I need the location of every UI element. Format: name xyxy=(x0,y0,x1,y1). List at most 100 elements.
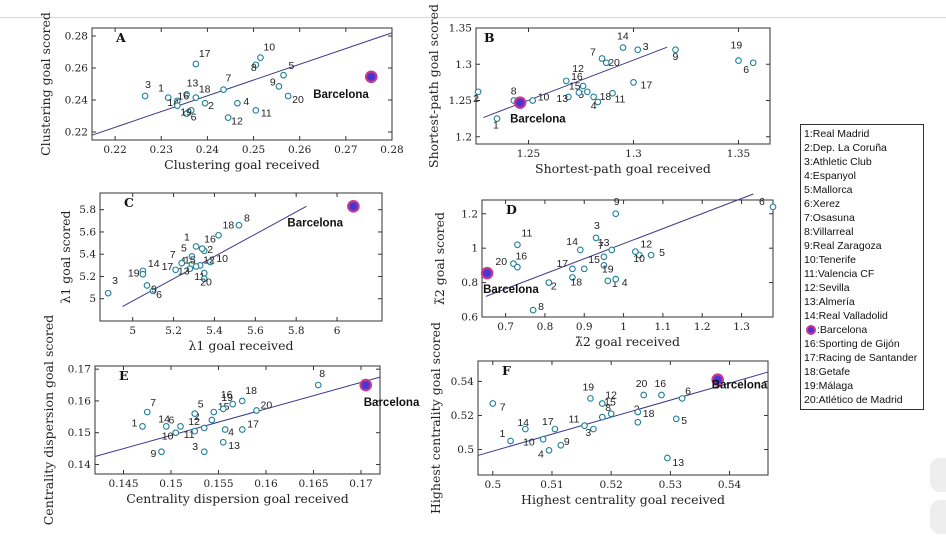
point-label: 19 xyxy=(128,267,140,279)
team-point xyxy=(210,408,218,416)
point-label: 10 xyxy=(633,253,645,265)
point-label: 5 xyxy=(659,247,665,259)
barcelona-label: Barcelona xyxy=(287,217,343,229)
point-label: 1 xyxy=(158,83,164,95)
team-point xyxy=(178,259,186,267)
team-point xyxy=(192,243,200,250)
point-label: 19 xyxy=(731,40,743,52)
x-tick-label: 0.7 xyxy=(497,321,514,333)
team-point xyxy=(583,88,591,96)
team-point xyxy=(275,83,283,90)
point-label: 13 xyxy=(556,93,568,105)
team-legend: 1:Real Madrid 2:Dep. La Coruña 3:Athletic … xyxy=(800,124,924,410)
team-point xyxy=(200,424,208,432)
x-tick-label: 0.155 xyxy=(203,478,233,490)
team-point xyxy=(238,426,246,433)
x-tick-label: 1.25 xyxy=(517,148,540,160)
point-label: 3 xyxy=(585,427,591,439)
point-label: 6 xyxy=(685,385,691,397)
point-label: 2 xyxy=(208,100,214,112)
team-point xyxy=(608,246,616,254)
point-label: 10 xyxy=(538,92,550,104)
x-axis-label: Highest centrality goal received xyxy=(521,492,725,507)
barcelona-point xyxy=(347,200,360,213)
team-point xyxy=(172,429,180,437)
point-label: 16 xyxy=(571,71,583,83)
team-point xyxy=(206,258,214,266)
point-label: 9 xyxy=(614,196,620,208)
legend-entry: 3:Athletic Club xyxy=(804,156,872,168)
team-point xyxy=(640,391,648,399)
x-tick-label: 0.26 xyxy=(288,144,312,156)
point-label: 14 xyxy=(148,258,160,270)
panel-letter: B xyxy=(484,30,495,45)
team-point xyxy=(149,287,157,295)
y-tick-label: 1 xyxy=(471,243,478,255)
plot-frame xyxy=(91,27,393,141)
legend-entry: 13:Almería xyxy=(804,296,855,308)
point-label: 13 xyxy=(228,440,240,452)
y-tick-label: 0.26 xyxy=(65,63,89,75)
team-point xyxy=(188,253,196,260)
y-tick-label: 0.6 xyxy=(461,312,478,324)
barcelona-point xyxy=(359,378,373,392)
page-top-divider xyxy=(0,17,946,18)
team-point xyxy=(545,446,553,454)
x-tick-label: 0.28 xyxy=(380,144,403,156)
team-point xyxy=(632,248,639,255)
point-label: 16 xyxy=(654,378,666,390)
point-label: 17 xyxy=(641,79,653,91)
y-tick-label: 0.52 xyxy=(451,410,474,422)
legend-entry: 1:Real Madrid xyxy=(804,128,870,140)
y-tick-label: 1.25 xyxy=(449,95,472,107)
x-tick-label: 0.15 xyxy=(159,478,182,490)
team-point xyxy=(139,270,147,278)
legend-entry: 20:Atlético de Madrid xyxy=(804,394,903,406)
x-tick-label: 1.1 xyxy=(655,321,672,333)
x-tick-label: 0.52 xyxy=(599,479,622,491)
point-label: 1 xyxy=(612,278,618,290)
team-point xyxy=(521,425,529,433)
y-tick-label: 5.8 xyxy=(79,204,96,216)
x-tick-label: 1.3 xyxy=(733,321,750,333)
team-point xyxy=(609,89,616,97)
side-tab-2[interactable] xyxy=(930,500,946,534)
team-point xyxy=(220,86,227,93)
x-tick-label: 1 xyxy=(620,321,627,333)
team-point xyxy=(514,241,521,249)
team-point xyxy=(234,99,241,107)
point-label: 15 xyxy=(569,81,581,93)
team-point xyxy=(607,410,615,418)
team-point xyxy=(545,279,553,286)
plot-frame xyxy=(475,27,771,145)
point-label: 20 xyxy=(292,94,304,106)
y-axis-label: Highest centrality goal scored xyxy=(428,322,443,514)
x-tick-label: 1.2 xyxy=(694,321,711,333)
point-label: 1 xyxy=(493,120,499,132)
legend-entry: 2:Dep. La Coruña xyxy=(804,142,887,154)
side-tab-1[interactable] xyxy=(930,458,946,492)
y-tick-label: 0.8 xyxy=(461,277,478,289)
point-label: 12 xyxy=(203,254,215,266)
legend-entry: 10:Tenerife xyxy=(804,254,856,266)
team-point xyxy=(539,435,547,443)
x-tick-label: 0.24 xyxy=(196,144,220,156)
team-point xyxy=(600,262,608,269)
panel-letter: A xyxy=(115,30,126,45)
plot-frame xyxy=(99,192,383,322)
point-label: 12 xyxy=(188,416,200,428)
team-point xyxy=(507,437,514,445)
point-label: 18 xyxy=(199,84,211,96)
team-point xyxy=(514,263,521,271)
point-label: 14 xyxy=(617,31,629,43)
barcelona-point xyxy=(480,266,494,280)
team-point xyxy=(569,274,576,281)
point-label: 5 xyxy=(681,415,687,427)
team-point xyxy=(162,423,170,430)
panel-letter: F xyxy=(502,363,511,378)
point-label: 7 xyxy=(598,240,604,252)
team-point xyxy=(592,234,600,242)
legend-entry: 12:Sevilla xyxy=(804,282,850,294)
point-label: 4 xyxy=(538,448,544,460)
